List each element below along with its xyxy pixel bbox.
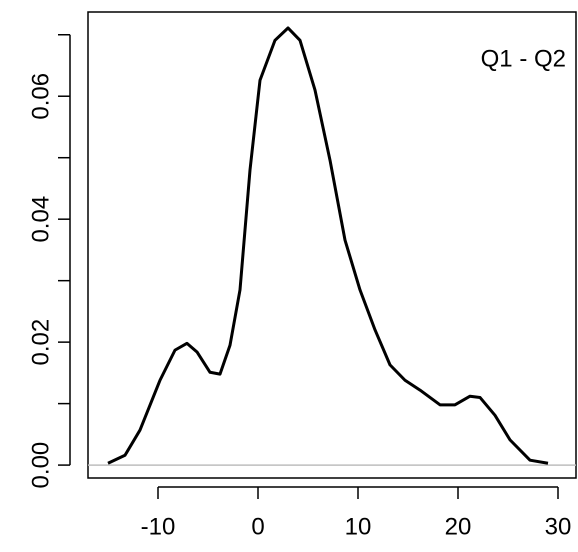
y-tick-label: 0.06 <box>27 73 54 120</box>
y-tick-label: 0.00 <box>27 442 54 489</box>
x-tick-label: 30 <box>545 513 572 540</box>
x-tick-label: -10 <box>141 513 176 540</box>
x-tick-label: 0 <box>251 513 264 540</box>
annotation: Q1 - Q2 <box>481 45 566 72</box>
x-tick-label: 20 <box>445 513 472 540</box>
density-line <box>107 26 549 465</box>
y-tick-label: 0.04 <box>27 196 54 243</box>
y-tick-label: 0.02 <box>27 319 54 366</box>
x-tick-label: 10 <box>345 513 372 540</box>
plot-box <box>87 11 577 479</box>
